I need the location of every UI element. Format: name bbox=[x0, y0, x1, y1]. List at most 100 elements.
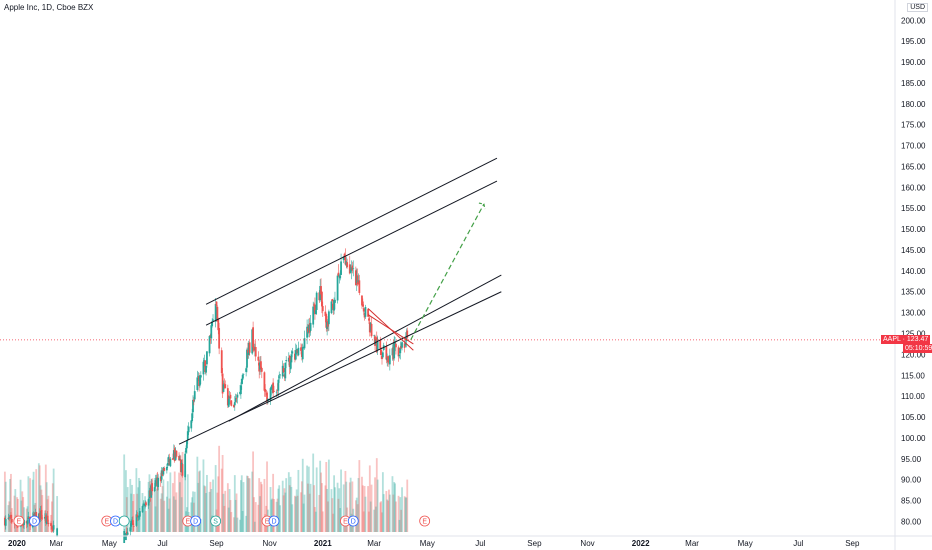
volume-bar bbox=[285, 478, 288, 532]
candle-body bbox=[294, 350, 297, 360]
volume-bar bbox=[131, 484, 133, 532]
volume-bar bbox=[160, 493, 163, 532]
candle-body bbox=[336, 275, 339, 301]
volume-bar bbox=[278, 485, 281, 532]
volume-bar bbox=[229, 500, 232, 532]
earnings-event-label: E bbox=[265, 519, 270, 526]
volume-bar bbox=[260, 481, 262, 532]
candle-body bbox=[191, 413, 194, 422]
price-tag-symbol: AAPL bbox=[883, 335, 901, 343]
candle-body bbox=[370, 323, 373, 337]
volume-bar bbox=[233, 517, 235, 532]
candle-body bbox=[212, 319, 214, 321]
volume-bar bbox=[379, 502, 382, 532]
candle-body bbox=[331, 299, 334, 302]
volume-bar bbox=[338, 488, 341, 532]
volume-bar bbox=[245, 515, 248, 532]
candle-body bbox=[41, 517, 44, 519]
chart-title: Apple Inc, 1D, Cboe BZX bbox=[4, 3, 94, 12]
candle-body bbox=[325, 314, 328, 328]
volume-bar bbox=[246, 476, 249, 532]
volume-bar bbox=[191, 497, 194, 532]
volume-bar bbox=[174, 499, 177, 532]
candle-body bbox=[388, 355, 391, 365]
currency-label[interactable]: USD bbox=[907, 3, 928, 12]
volume-bar bbox=[214, 465, 217, 532]
volume-bar bbox=[303, 494, 306, 532]
y-tick-label: 80.00 bbox=[901, 517, 922, 526]
volume-bar bbox=[212, 479, 214, 532]
volume-bar bbox=[209, 481, 212, 532]
candle-body bbox=[399, 347, 402, 354]
volume-bar bbox=[315, 467, 318, 532]
volume-bar bbox=[125, 497, 128, 532]
y-tick-label: 190.00 bbox=[901, 58, 926, 67]
x-tick-label: Mar bbox=[367, 539, 381, 548]
candle-body bbox=[56, 528, 59, 537]
candle-body bbox=[289, 361, 292, 370]
volume-bar bbox=[279, 505, 281, 532]
candle-body bbox=[406, 330, 409, 338]
volume-bar bbox=[302, 503, 305, 532]
candle-body bbox=[306, 326, 308, 338]
volume-bar bbox=[406, 479, 409, 532]
volume-bar bbox=[223, 505, 226, 532]
candle-body bbox=[186, 431, 189, 441]
volume-bar bbox=[334, 487, 336, 532]
volume-bar bbox=[288, 485, 291, 532]
x-tick-label: Mar bbox=[49, 539, 63, 548]
volume-bar bbox=[374, 477, 376, 532]
volume-bar bbox=[14, 489, 17, 532]
volume-bar bbox=[130, 493, 133, 532]
candle-body bbox=[254, 346, 257, 357]
y-tick-label: 130.00 bbox=[901, 309, 926, 318]
volume-bar bbox=[294, 495, 296, 532]
y-tick-label: 90.00 bbox=[901, 476, 922, 485]
candle-body bbox=[179, 458, 181, 460]
volume-bar bbox=[332, 513, 335, 532]
split-event-icon bbox=[210, 515, 222, 527]
volume-bar bbox=[284, 492, 287, 532]
volume-bar bbox=[184, 470, 187, 532]
volume-bar bbox=[319, 460, 322, 532]
candle-body bbox=[210, 325, 213, 339]
volume-bar bbox=[126, 487, 129, 532]
earnings-event-label: E bbox=[16, 519, 21, 526]
x-tick-label: Mar bbox=[685, 539, 699, 548]
volume-bar bbox=[204, 486, 207, 532]
volume-bar bbox=[44, 464, 47, 532]
y-tick-label: 185.00 bbox=[901, 79, 926, 88]
candle-body bbox=[245, 368, 248, 372]
candle-body bbox=[401, 342, 403, 348]
candle-body bbox=[227, 399, 230, 407]
volume-bar bbox=[169, 472, 172, 532]
volume-bar bbox=[31, 479, 34, 532]
candle-body bbox=[211, 321, 214, 327]
candle-body bbox=[340, 261, 342, 275]
earnings-event-label: E bbox=[185, 519, 190, 526]
candle-body bbox=[233, 402, 236, 406]
volume-bar bbox=[369, 501, 372, 532]
y-tick-label: 100.00 bbox=[901, 434, 926, 443]
volume-bar bbox=[157, 482, 160, 532]
candle-body bbox=[51, 528, 54, 531]
volume-bar bbox=[344, 470, 347, 532]
x-tick-label: Sep bbox=[527, 539, 542, 548]
candle-body bbox=[214, 304, 217, 322]
earnings-event-icon bbox=[13, 515, 25, 527]
volume-bar bbox=[27, 476, 30, 532]
volume-bar bbox=[17, 498, 19, 532]
volume-bar bbox=[291, 504, 294, 532]
y-tick-label: 135.00 bbox=[901, 288, 926, 297]
volume-bar bbox=[251, 471, 254, 532]
volume-bar bbox=[253, 521, 256, 532]
volume-bar bbox=[159, 498, 162, 532]
volume-bar bbox=[326, 488, 329, 532]
candle-body bbox=[403, 343, 406, 348]
candle-body bbox=[297, 347, 300, 356]
volume-bar bbox=[327, 501, 329, 532]
candle-body bbox=[10, 515, 12, 519]
volume-bar bbox=[314, 507, 316, 532]
x-tick-label: Jul bbox=[475, 539, 485, 548]
